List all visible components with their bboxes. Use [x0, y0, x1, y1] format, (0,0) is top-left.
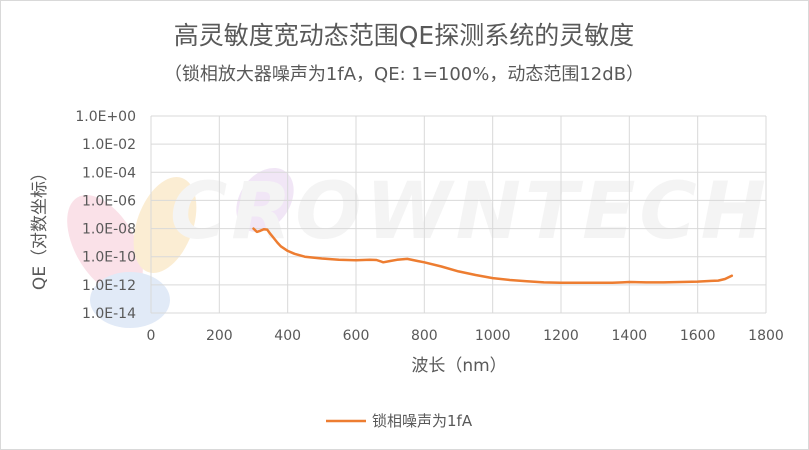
chart-title: 高灵敏度宽动态范围QE探测系统的灵敏度 — [174, 21, 634, 50]
x-axis-title: 波长（nm） — [411, 356, 506, 376]
watermark-logo: CROWNTECH — [67, 167, 770, 328]
x-tick-label: 1400 — [612, 328, 648, 344]
x-tick-label: 1200 — [543, 328, 579, 344]
x-tick-label: 1800 — [748, 328, 784, 344]
x-tick-label: 600 — [343, 328, 370, 344]
y-tick-label: 1.0E-12 — [82, 278, 136, 294]
watermark-petal — [67, 195, 143, 295]
y-tick-label: 1.0E-06 — [82, 193, 136, 209]
y-tick-label: 1.0E-14 — [82, 306, 136, 322]
legend: 锁相噪声为1fA — [326, 412, 473, 430]
series-line — [252, 227, 734, 285]
y-tick-label: 1.0E-10 — [82, 250, 136, 266]
y-tick-label: 1.0E-02 — [82, 137, 136, 153]
y-tick-label: 1.0E+00 — [75, 109, 136, 125]
watermark-text: CROWNTECH — [170, 167, 770, 257]
y-tick-label: 1.0E-04 — [82, 165, 136, 181]
y-axis-ticks: 1.0E+00 1.0E-02 1.0E-04 1.0E-06 1.0E-08 1.0E-… — [75, 109, 136, 322]
x-axis-ticks: 0 200 400 600 800 1000 1200 1400 1600 1800 — [147, 328, 784, 344]
y-tick-label: 1.0E-08 — [82, 222, 136, 238]
x-tick-label: 400 — [274, 328, 301, 344]
chart-subtitle: （锁相放大器噪声为1fA，QE: 1=100%，动态范围12dB） — [164, 64, 644, 85]
x-tick-label: 0 — [147, 328, 156, 344]
x-tick-label: 800 — [411, 328, 438, 344]
watermark-petal — [90, 272, 170, 328]
legend-label: 锁相噪声为1fA — [372, 412, 473, 430]
x-tick-label: 1600 — [680, 328, 716, 344]
watermark-petal — [133, 177, 197, 273]
x-tick-label: 1000 — [475, 328, 511, 344]
x-tick-label: 200 — [206, 328, 233, 344]
y-axis-title: QE（对数坐标） — [30, 164, 50, 290]
